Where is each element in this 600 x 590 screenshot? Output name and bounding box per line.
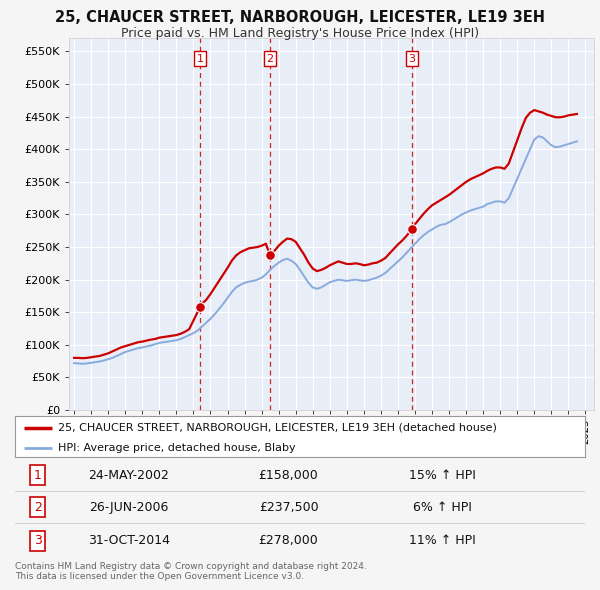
- Text: 6% ↑ HPI: 6% ↑ HPI: [413, 501, 472, 514]
- Text: 1: 1: [197, 54, 203, 64]
- Text: Price paid vs. HM Land Registry's House Price Index (HPI): Price paid vs. HM Land Registry's House …: [121, 27, 479, 40]
- Text: £158,000: £158,000: [259, 469, 319, 482]
- Text: Contains HM Land Registry data © Crown copyright and database right 2024.: Contains HM Land Registry data © Crown c…: [15, 562, 367, 571]
- Text: This data is licensed under the Open Government Licence v3.0.: This data is licensed under the Open Gov…: [15, 572, 304, 581]
- Text: 25, CHAUCER STREET, NARBOROUGH, LEICESTER, LE19 3EH (detached house): 25, CHAUCER STREET, NARBOROUGH, LEICESTE…: [58, 422, 497, 432]
- Text: 2: 2: [34, 501, 42, 514]
- Text: 24-MAY-2002: 24-MAY-2002: [89, 469, 169, 482]
- Text: 3: 3: [34, 534, 42, 547]
- Text: 25, CHAUCER STREET, NARBOROUGH, LEICESTER, LE19 3EH: 25, CHAUCER STREET, NARBOROUGH, LEICESTE…: [55, 10, 545, 25]
- Text: 26-JUN-2006: 26-JUN-2006: [89, 501, 169, 514]
- Text: 15% ↑ HPI: 15% ↑ HPI: [409, 469, 476, 482]
- Text: £237,500: £237,500: [259, 501, 319, 514]
- Text: 11% ↑ HPI: 11% ↑ HPI: [409, 534, 476, 547]
- Text: 1: 1: [34, 469, 42, 482]
- Text: 3: 3: [409, 54, 416, 64]
- Text: £278,000: £278,000: [259, 534, 319, 547]
- Text: HPI: Average price, detached house, Blaby: HPI: Average price, detached house, Blab…: [58, 443, 295, 453]
- Text: 2: 2: [266, 54, 274, 64]
- Text: 31-OCT-2014: 31-OCT-2014: [88, 534, 170, 547]
